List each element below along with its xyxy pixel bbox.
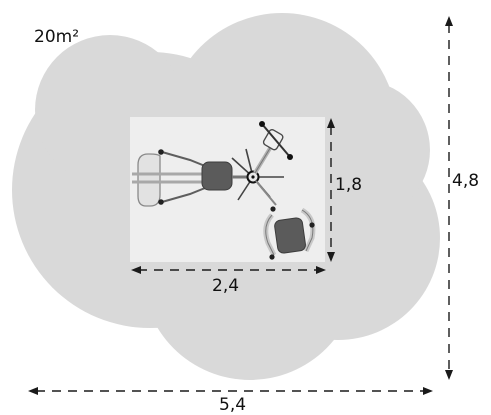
pedal-knob (158, 149, 164, 155)
central-hub (231, 148, 284, 201)
handle-end (259, 121, 265, 127)
area-label: 20m² (34, 27, 80, 47)
main-seat (201, 161, 233, 191)
handle-end (287, 154, 293, 160)
footrest-frame (137, 153, 161, 207)
total-width-label: 5,4 (219, 395, 247, 415)
arrowheads (28, 16, 453, 395)
footprint-depth-label: 1,8 (335, 175, 363, 195)
second-seat (274, 217, 306, 254)
footprint-width-label: 2,4 (212, 276, 240, 296)
equipment-top-view (132, 121, 316, 260)
total-depth-label: 4,8 (452, 171, 480, 191)
pedal-knob (158, 199, 164, 205)
